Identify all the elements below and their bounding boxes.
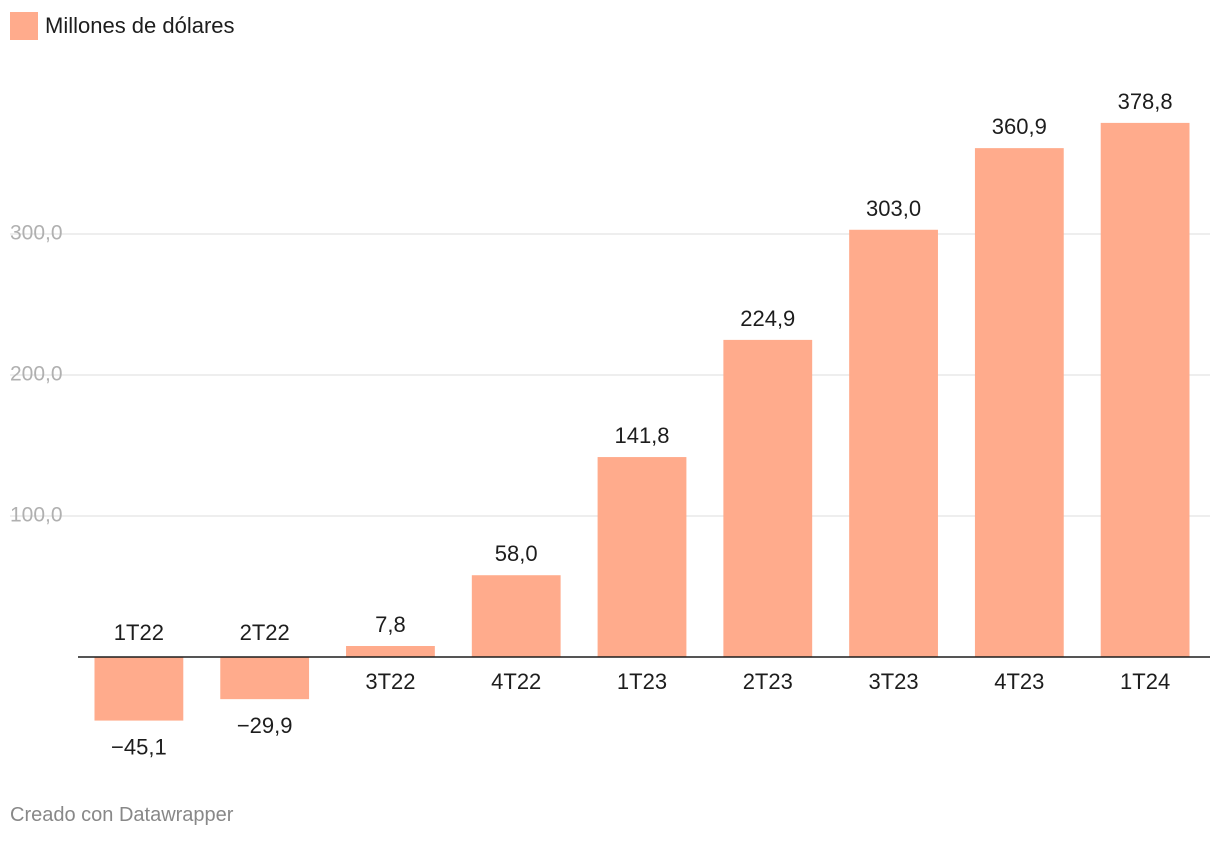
bar xyxy=(974,148,1064,658)
legend-label: Millones de dólares xyxy=(45,13,235,38)
legend-swatch xyxy=(10,12,38,40)
bars xyxy=(94,122,1190,721)
data-label: 7,8 xyxy=(375,612,406,637)
x-tick-label: 3T23 xyxy=(868,669,918,694)
bar xyxy=(597,457,687,657)
x-tick-label: 2T23 xyxy=(743,669,793,694)
x-tick-label: 4T22 xyxy=(491,669,541,694)
bar xyxy=(220,657,310,700)
bar xyxy=(471,575,561,657)
data-label: −45,1 xyxy=(111,735,167,760)
data-label: −29,9 xyxy=(237,713,293,738)
data-label: 58,0 xyxy=(495,541,538,566)
bar xyxy=(723,339,813,657)
data-label: 378,8 xyxy=(1118,89,1173,114)
x-tick-label: 1T23 xyxy=(617,669,667,694)
labels: 100,0 200,0 300,0 −45,1 1T22 −29,9 2T22 7,8 3T22… xyxy=(10,89,1173,760)
x-tick-label: 1T22 xyxy=(114,620,164,645)
data-label: 303,0 xyxy=(866,196,921,221)
x-tick-label: 3T22 xyxy=(365,669,415,694)
bar xyxy=(1100,122,1190,658)
legend: Millones de dólares xyxy=(10,12,235,40)
bar xyxy=(94,657,184,721)
x-tick-label: 1T24 xyxy=(1120,669,1170,694)
data-label: 141,8 xyxy=(614,423,669,448)
bar xyxy=(346,646,435,657)
y-tick-label: 200,0 xyxy=(10,363,63,386)
x-tick-label: 4T23 xyxy=(994,669,1044,694)
credit-footer: Creado con Datawrapper xyxy=(10,804,234,826)
y-tick-label: 300,0 xyxy=(10,222,63,245)
x-tick-label: 2T22 xyxy=(240,620,290,645)
data-label: 224,9 xyxy=(740,306,795,331)
bar xyxy=(849,229,938,657)
data-label: 360,9 xyxy=(992,114,1047,139)
y-tick-label: 100,0 xyxy=(10,504,63,527)
